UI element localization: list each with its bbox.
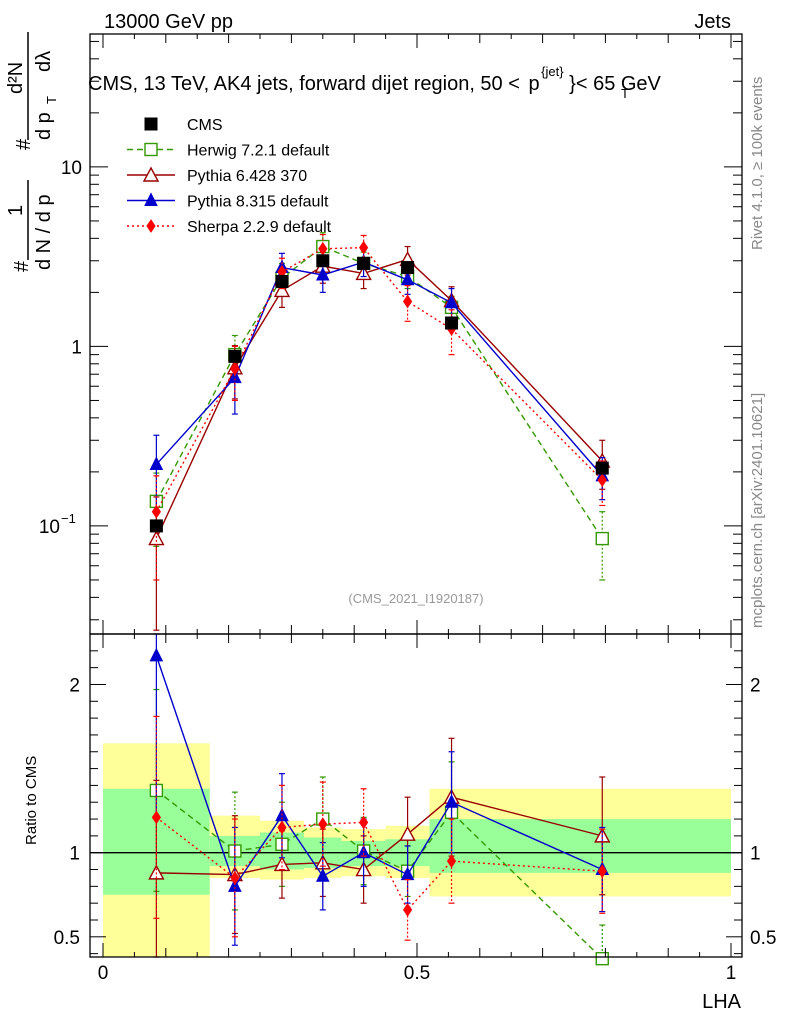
- legend-label-2: Pythia 6.428 370: [187, 168, 307, 185]
- stat-uncertainty-band-6: [429, 819, 731, 873]
- ratio-series-3-point-5: [402, 902, 413, 917]
- x-tick-label-0: 0: [98, 963, 109, 984]
- cms-point-6: [445, 316, 459, 330]
- ratio-tick-label-left-2: 2: [69, 675, 80, 696]
- ratio-series-3-point-2: [277, 820, 287, 835]
- ratio-series-3-point-1: [230, 871, 240, 885]
- title-sub: T: [621, 86, 629, 101]
- mc-series-2-point-6: [444, 294, 459, 309]
- mc-series-3-point-5: [402, 294, 413, 309]
- mc-series-2-point-3: [315, 266, 330, 281]
- mc-series-1-point-2: [273, 281, 291, 298]
- mc-series-2-point-0: [149, 456, 164, 470]
- ratio-series-2-point-3: [315, 868, 330, 882]
- x-tick-label-1: 0.5: [404, 963, 430, 984]
- legend-marker-0: [144, 117, 158, 131]
- chart-title: CMS, 13 TeV, AK4 jets, forward dijet reg…: [88, 59, 662, 95]
- cms-point-4: [357, 256, 371, 270]
- ratio-series-3-point-4: [359, 815, 369, 830]
- rivet-label: Rivet 4.1.0, ≥ 100k events: [749, 77, 766, 250]
- ylabel-one: 1: [5, 205, 27, 216]
- ratio-series-2-point-0: [149, 647, 164, 662]
- ratio-series-2-point-4: [356, 844, 371, 859]
- ratio-series-2-point-6: [444, 794, 459, 808]
- ylabel-dndpt: d N / d p: [33, 194, 55, 270]
- legend-label-4: Sherpa 2.2.9 default: [187, 219, 332, 236]
- y-tick-exponent-0: −1: [61, 511, 76, 526]
- cms-point-3: [316, 254, 330, 268]
- ylabel-hash2: #: [13, 138, 35, 150]
- title-sup: {jet}: [541, 64, 564, 79]
- analysis-watermark: (CMS_2021_I1920187): [348, 591, 483, 606]
- ratio-series-3-point-0: [151, 810, 161, 825]
- x-tick-label-2: 1: [726, 963, 737, 984]
- cms-point-5: [401, 261, 415, 275]
- ratio-series-3-point-7: [597, 864, 607, 879]
- ratio-series-3-point-3: [318, 817, 328, 832]
- mc-series-0-line: [155, 245, 603, 539]
- ylabel-dpt: d p: [33, 112, 55, 140]
- cms-point-2: [275, 274, 289, 288]
- legend-label-3: Pythia 8.315 default: [187, 194, 329, 211]
- mc-series-3-line: [155, 246, 603, 513]
- cms-point-7: [595, 461, 609, 475]
- ylabel-hash: #: [11, 260, 33, 272]
- mc-series-0-point-7: [595, 531, 609, 546]
- ylabel-T: T: [44, 96, 59, 104]
- legend-marker-1: [144, 142, 158, 157]
- legend-label-1: Herwig 7.2.1 default: [187, 143, 330, 160]
- mc-series-1-line: [155, 258, 603, 539]
- title-p: p: [528, 73, 539, 95]
- cms-point-1: [228, 349, 242, 363]
- title-end: }< 65 GeV: [569, 73, 661, 95]
- ylabel-dlambda: dλ: [33, 51, 55, 72]
- ratio-series-0-line: [155, 789, 603, 960]
- header-left: 13000 GeV pp: [104, 11, 233, 33]
- ratio-series-0-point-7: [595, 951, 609, 966]
- ratio-series-1-point-5: [399, 825, 416, 841]
- mc-series-3-point-7: [597, 473, 607, 488]
- ylabel-d2n: d²N: [5, 62, 27, 94]
- ratio-ylabel: Ratio to CMS: [23, 756, 40, 845]
- title-main: CMS, 13 TeV, AK4 jets, forward dijet reg…: [88, 73, 520, 95]
- ratio-series-2-line: [155, 655, 603, 888]
- ratio-tick-label-right-1: 1: [750, 844, 761, 865]
- ratio-series-3-point-6: [446, 854, 457, 869]
- ratio-tick-label-right-2: 2: [750, 675, 761, 696]
- ratio-series-1-point-2: [273, 855, 291, 872]
- legend-marker-2: [142, 166, 160, 182]
- mc-series-3-point-0: [151, 504, 161, 519]
- source-label: mcplots.cern.ch [arXiv:2401.10621]: [749, 393, 766, 628]
- ratio-tick-label-left-0: 0.5: [54, 928, 80, 949]
- ratio-frame: [89, 633, 743, 958]
- main-ylabel: # 1 d N / d p # d²N d p T dλ: [5, 32, 59, 272]
- y-tick-label-1: 1: [71, 337, 82, 358]
- ratio-series-1-point-0: [148, 864, 165, 880]
- ratio-tick-label-right-0: 0.5: [750, 928, 776, 949]
- cms-point-0: [149, 519, 163, 533]
- ratio-tick-label-left-1: 1: [69, 844, 80, 865]
- mc-series-3-point-4: [359, 240, 369, 255]
- x-axis-label: LHA: [702, 991, 742, 1013]
- mc-series-2-point-5: [400, 271, 415, 286]
- mc-series-2-line: [155, 261, 603, 477]
- ratio-series-3-line: [155, 816, 603, 912]
- y-tick-label-2: 10: [61, 158, 82, 179]
- mc-series-3-point-1: [230, 361, 240, 376]
- legend-marker-3: [144, 192, 158, 206]
- header-right: Jets: [694, 11, 731, 33]
- legend-marker-4: [146, 219, 156, 233]
- y-tick-label-0: 10: [39, 517, 60, 538]
- legend-label-0: CMS: [187, 117, 223, 134]
